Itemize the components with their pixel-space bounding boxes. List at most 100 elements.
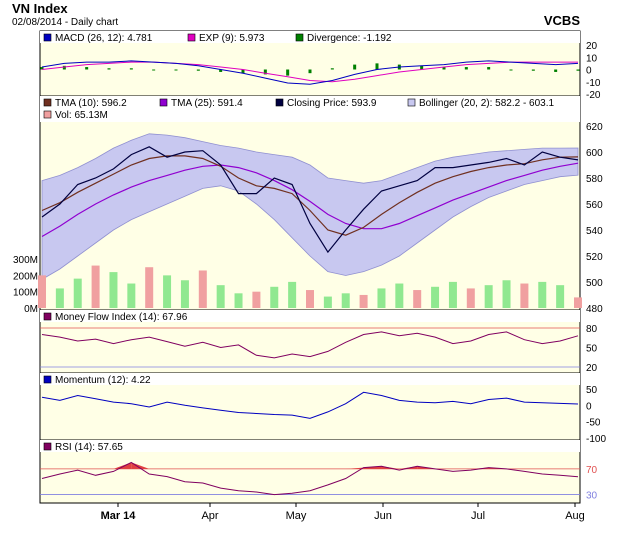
legend-label: Closing Price: 593.9 — [287, 98, 377, 109]
legend-label: Bollinger (20, 2): 582.2 - 603.1 — [419, 98, 555, 109]
divergence-bar — [442, 67, 446, 70]
volume-bar — [91, 265, 100, 308]
panel-macd-legend-bg — [40, 31, 580, 43]
legend-label: TMA (25): 591.4 — [171, 98, 243, 109]
volume-bar — [359, 294, 368, 308]
price-y-tick: 540 — [586, 226, 603, 237]
divergence-bar — [62, 65, 66, 70]
macd-y-tick: 20 — [586, 41, 598, 52]
legend-swatch-1 — [187, 33, 196, 42]
volume-bar — [448, 281, 457, 308]
volume-y-tick: 200M — [13, 271, 38, 282]
volume-bar — [431, 286, 440, 308]
rsi-overbought-fill — [399, 466, 418, 469]
price-y-tick: 620 — [586, 122, 603, 133]
divergence-bar — [487, 67, 491, 70]
divergence-bar — [330, 68, 334, 70]
price-y-tick: 500 — [586, 278, 603, 289]
volume-bar — [484, 285, 493, 308]
divergence-bar — [420, 65, 424, 70]
chart-subtitle: 02/08/2014 - Daily chart — [12, 17, 118, 28]
volume-bar — [38, 275, 46, 308]
rsi-overbought-fill — [113, 462, 132, 469]
volume-bar — [502, 280, 511, 308]
legend-swatch-0 — [43, 33, 52, 42]
divergence-bar — [85, 67, 89, 70]
legend-swatch-0 — [43, 375, 52, 384]
volume-bar — [163, 275, 172, 308]
volume-bar — [413, 290, 422, 308]
price-y-tick: 600 — [586, 148, 603, 159]
volume-bar — [234, 293, 243, 308]
x-axis-label: Jun — [374, 510, 392, 522]
divergence-bar — [286, 69, 290, 76]
chart-title: VN Index — [12, 1, 68, 16]
divergence-bar — [353, 64, 357, 70]
macd-line — [41, 60, 579, 85]
closing-price-line — [41, 146, 579, 254]
legend-label: Momentum (12): 4.22 — [55, 375, 151, 386]
divergence-bar — [219, 69, 223, 72]
volume-bar — [538, 281, 547, 308]
divergence-bar — [531, 69, 535, 71]
legend-label: EXP (9): 5.973 — [199, 33, 265, 44]
legend-swatch-1 — [159, 98, 168, 107]
x-axis-label: May — [286, 510, 307, 522]
legend-swatch-4 — [43, 110, 52, 119]
mfi-line — [41, 331, 579, 359]
rsi-line — [41, 461, 579, 496]
divergence-bar — [509, 69, 513, 71]
volume-bar — [216, 285, 225, 308]
mfi-y-tick: 20 — [586, 363, 598, 374]
rsi-y-tick: 30 — [586, 491, 598, 502]
legend-swatch-2 — [295, 33, 304, 42]
momentum-y-tick: 0 — [586, 401, 592, 412]
legend-label: Divergence: -1.192 — [307, 33, 392, 44]
volume-bar — [180, 280, 189, 308]
volume-bar — [466, 288, 475, 308]
brand-label: VCBS — [544, 13, 580, 28]
macd-y-tick: 0 — [586, 66, 592, 77]
legend-label: Money Flow Index (14): 67.96 — [55, 312, 188, 323]
momentum-y-tick: -100 — [586, 434, 606, 445]
divergence-bar — [263, 69, 267, 75]
divergence-bar — [152, 69, 156, 71]
legend-label: MACD (26, 12): 4.781 — [55, 33, 153, 44]
momentum-y-tick: 50 — [586, 385, 598, 396]
divergence-bar — [308, 69, 312, 74]
divergence-bar — [576, 69, 580, 71]
volume-bar — [288, 281, 297, 308]
price-y-tick: 560 — [586, 200, 603, 211]
panel-momentum-legend-bg — [40, 373, 580, 385]
volume-y-tick: 100M — [13, 288, 38, 299]
exp-line — [41, 61, 578, 83]
divergence-bar — [554, 69, 558, 72]
rsi-overbought-fill — [345, 467, 364, 469]
momentum-y-tick: -50 — [586, 418, 601, 429]
divergence-bar — [241, 69, 245, 74]
volume-bar — [198, 270, 207, 308]
mfi-y-tick: 80 — [586, 324, 598, 335]
macd-y-tick: -20 — [586, 90, 601, 101]
legend-swatch-0 — [43, 312, 52, 321]
volume-bar — [520, 283, 529, 308]
panel-rsi-legend-bg — [40, 440, 580, 452]
divergence-bar — [174, 69, 178, 71]
rsi-overbought-fill — [381, 466, 400, 469]
price-y-tick: 480 — [586, 304, 603, 315]
mfi-y-tick: 50 — [586, 344, 598, 355]
x-axis-label: Mar 14 — [101, 510, 137, 522]
volume-bar — [323, 296, 332, 308]
volume-bar — [252, 291, 261, 308]
legend-swatch-3 — [407, 98, 416, 107]
divergence-bar — [375, 63, 379, 70]
legend-swatch-0 — [43, 442, 52, 451]
legend-label: Vol: 65.13M — [55, 110, 108, 121]
momentum-line — [41, 391, 579, 419]
volume-bar — [109, 272, 118, 308]
x-axis-label: Aug — [565, 510, 585, 522]
macd-y-tick: 10 — [586, 53, 598, 64]
volume-bar — [73, 278, 82, 308]
